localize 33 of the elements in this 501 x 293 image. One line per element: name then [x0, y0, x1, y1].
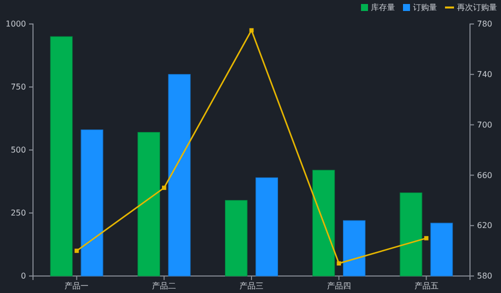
bar — [342, 220, 366, 276]
bar — [50, 36, 73, 276]
legend-label: 再次订购量 — [457, 3, 497, 12]
bar — [80, 130, 104, 276]
legend-label: 库存量 — [371, 3, 395, 12]
y-tick-label: 0 — [20, 272, 26, 281]
bar — [256, 177, 278, 276]
point — [249, 28, 254, 32]
x-tick-label: 产品四 — [326, 282, 351, 291]
point — [424, 236, 428, 240]
bar — [168, 74, 191, 276]
point — [74, 248, 79, 253]
bar — [312, 170, 335, 276]
bar — [224, 200, 248, 276]
point — [162, 186, 166, 190]
y-tick-label: 1000 — [6, 20, 26, 29]
y-tick-label: 250 — [10, 208, 26, 218]
x-tick-label: 产品三 — [240, 282, 264, 291]
bar — [430, 222, 453, 276]
y2-tick-label: 580 — [477, 272, 492, 281]
x-tick-label: 产品二 — [152, 282, 176, 291]
bar — [400, 192, 422, 276]
y-tick-label: 500 — [10, 146, 26, 155]
x-tick-label: 产品五 — [414, 282, 438, 291]
x-tick-label: 产品一 — [64, 282, 89, 291]
y2-tick-label: 700 — [477, 120, 492, 130]
y2-tick-label: 740 — [477, 70, 492, 79]
legend-label: 订购量 — [413, 3, 437, 12]
y2-tick-label: 660 — [477, 170, 492, 180]
y2-tick-label: 620 — [477, 221, 492, 230]
y2-tick-label: 780 — [477, 20, 492, 29]
y-tick-label: 750 — [10, 82, 26, 92]
bar — [138, 132, 160, 276]
